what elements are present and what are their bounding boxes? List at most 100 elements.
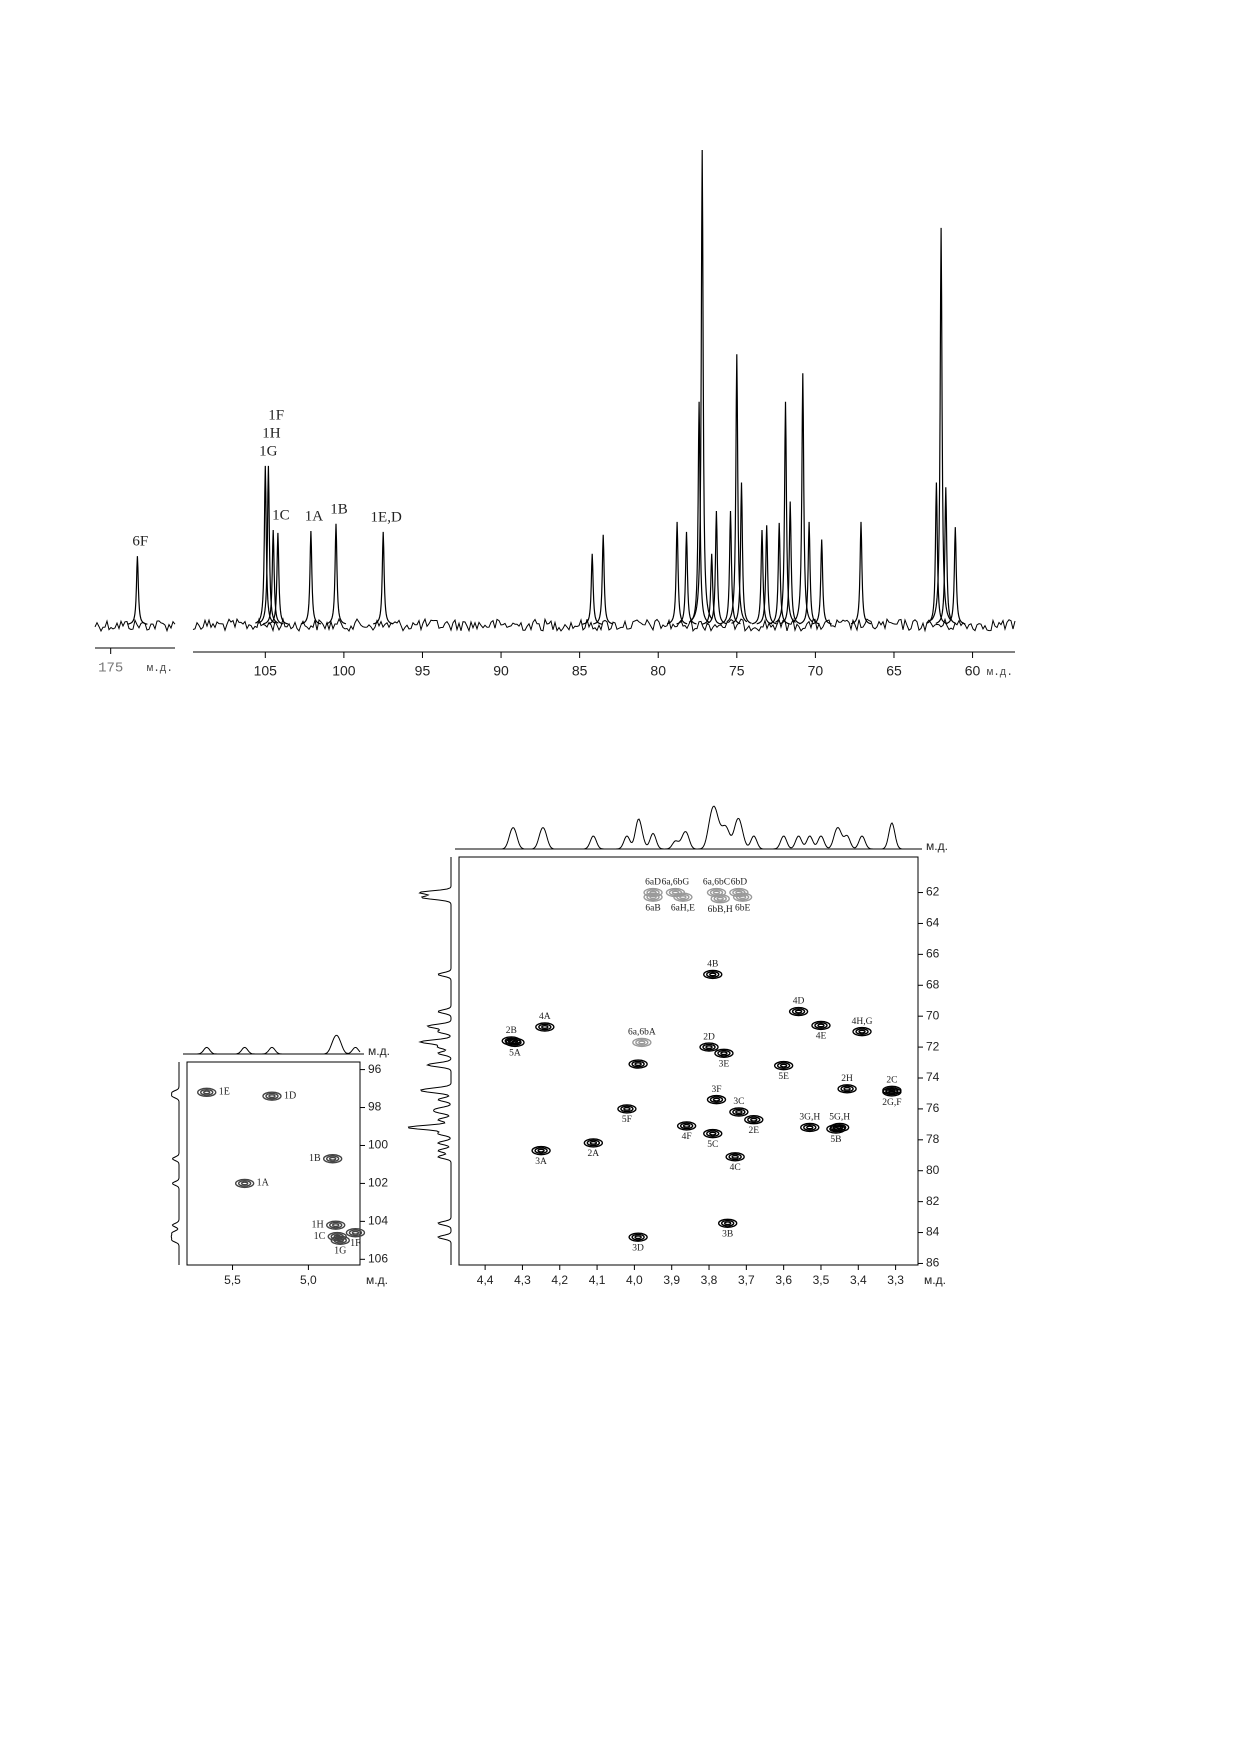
peak-label: 2D bbox=[703, 1032, 715, 1042]
x-axis-unit: м.д. bbox=[147, 663, 173, 675]
contour bbox=[325, 1155, 340, 1163]
contour bbox=[586, 1139, 601, 1147]
contour bbox=[710, 894, 730, 904]
baseline-noise bbox=[192, 617, 1016, 633]
cross-peak bbox=[643, 892, 663, 902]
contour bbox=[265, 1092, 279, 1100]
peak-label: 3B bbox=[722, 1229, 733, 1239]
peak bbox=[300, 530, 322, 625]
contour bbox=[345, 1228, 366, 1238]
contour bbox=[620, 1105, 634, 1113]
contour bbox=[268, 1094, 276, 1099]
peak-label: 5F bbox=[622, 1115, 632, 1125]
contour bbox=[262, 1091, 282, 1101]
contour bbox=[332, 1223, 340, 1228]
contour bbox=[538, 1023, 552, 1031]
contour bbox=[333, 1236, 347, 1244]
peak-label: 6a,6bG bbox=[662, 878, 690, 888]
cross-peak bbox=[729, 1107, 749, 1117]
contour bbox=[709, 1131, 717, 1136]
peak-label: 2B bbox=[506, 1026, 517, 1036]
peak bbox=[926, 482, 947, 624]
contour bbox=[840, 1085, 854, 1093]
cross-peak bbox=[725, 1152, 745, 1162]
peak-label: 5C bbox=[707, 1140, 718, 1150]
peak-label: 4E bbox=[816, 1032, 827, 1042]
x-tick-label: 5,0 bbox=[300, 1273, 317, 1287]
y-tick-label: 80 bbox=[926, 1163, 940, 1177]
peak-label: 5E bbox=[778, 1072, 789, 1082]
peak-label: 4B bbox=[707, 960, 718, 970]
contour bbox=[628, 1059, 648, 1069]
x-tick-label: 85 bbox=[572, 663, 588, 679]
peak-label: 5G,H bbox=[829, 1113, 850, 1123]
cross-peak bbox=[583, 1138, 604, 1148]
contour bbox=[888, 1089, 896, 1094]
peak-label: 1F bbox=[350, 1238, 361, 1249]
peak bbox=[258, 465, 279, 624]
peak bbox=[373, 531, 394, 625]
peak bbox=[731, 482, 752, 624]
contour bbox=[682, 1123, 691, 1128]
plot-frame bbox=[458, 856, 919, 1266]
cross-peak bbox=[706, 1094, 727, 1105]
peak-label: 1F bbox=[268, 407, 284, 423]
peak bbox=[935, 487, 957, 624]
peak bbox=[930, 227, 952, 621]
contour bbox=[322, 1154, 343, 1164]
cross-peak bbox=[714, 1048, 734, 1058]
peak bbox=[701, 553, 722, 625]
peak-label: 6aH,E bbox=[671, 903, 695, 913]
contour bbox=[855, 1028, 869, 1036]
contour bbox=[709, 1096, 724, 1104]
x-tick-label: 3,8 bbox=[701, 1273, 718, 1287]
cross-peak bbox=[811, 1020, 831, 1031]
contour bbox=[511, 1040, 519, 1045]
contour bbox=[814, 1022, 828, 1029]
peak-label: 1G bbox=[259, 443, 278, 459]
contour bbox=[631, 1060, 645, 1068]
x-tick-label: 100 bbox=[332, 663, 356, 679]
cross-peak bbox=[326, 1220, 346, 1230]
peak-label: 1E,D bbox=[371, 509, 402, 525]
peak-label: 2H bbox=[841, 1074, 853, 1084]
peak-label: 1C bbox=[314, 1231, 326, 1242]
contour bbox=[702, 1043, 716, 1051]
projection-top bbox=[459, 805, 918, 850]
cross-peak bbox=[744, 1115, 764, 1125]
peak-label: 3G,H bbox=[799, 1113, 820, 1123]
x-tick-label: 70 bbox=[808, 663, 824, 679]
x-tick-label: 5,5 bbox=[224, 1273, 241, 1287]
contour bbox=[537, 1148, 545, 1153]
contour bbox=[631, 1233, 645, 1241]
contour bbox=[628, 1232, 648, 1242]
y-tick-label: 70 bbox=[926, 1008, 940, 1022]
contour bbox=[237, 1180, 252, 1187]
peak bbox=[811, 539, 832, 625]
y-tick-label: 98 bbox=[368, 1100, 382, 1114]
x-tick-label: 4,0 bbox=[626, 1273, 643, 1287]
x-tick-label: 4,3 bbox=[514, 1273, 531, 1287]
y-tick-label: 86 bbox=[926, 1256, 940, 1270]
contour bbox=[720, 1051, 728, 1056]
contour bbox=[735, 1109, 743, 1114]
peak-label: 2C bbox=[886, 1076, 897, 1086]
contour bbox=[589, 1140, 598, 1145]
y-tick-label: 76 bbox=[926, 1101, 940, 1115]
contour bbox=[197, 1087, 217, 1098]
peak-label: 6a,6bC bbox=[703, 878, 730, 888]
x-axis-unit: м.д. bbox=[987, 667, 1013, 679]
cross-peak bbox=[710, 894, 730, 904]
x-tick-label: 4,1 bbox=[589, 1273, 606, 1287]
cross-peak bbox=[852, 1026, 872, 1037]
contour bbox=[643, 892, 663, 902]
peak-label: 4H,G bbox=[852, 1017, 873, 1027]
contour bbox=[794, 1009, 803, 1014]
cross-peak bbox=[773, 1060, 794, 1071]
peak-label: 6aB bbox=[645, 903, 660, 913]
y-tick-label: 104 bbox=[368, 1214, 388, 1228]
peak-label: 6a,6bA bbox=[628, 1028, 656, 1038]
peak-label: 6aD bbox=[645, 878, 661, 888]
cross-peak bbox=[531, 1145, 551, 1156]
cross-peak bbox=[826, 1124, 846, 1134]
